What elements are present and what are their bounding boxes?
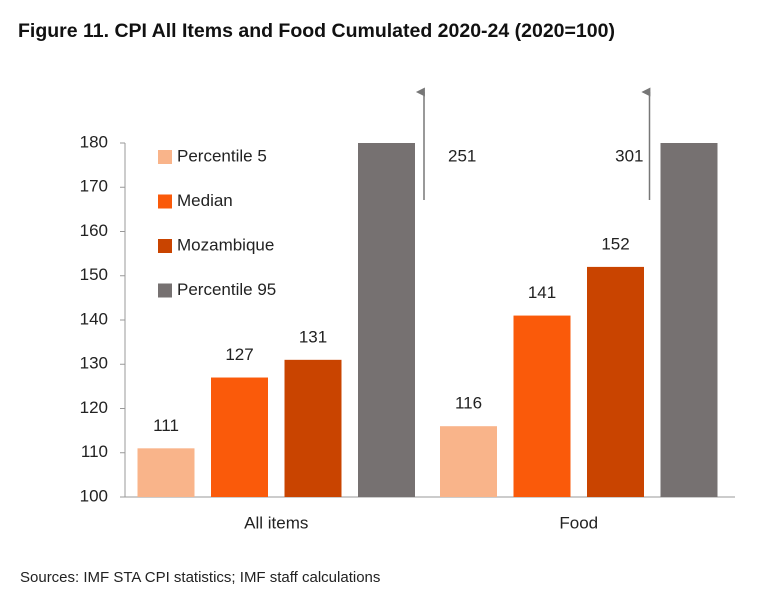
bar	[513, 315, 571, 497]
y-tick-label: 180	[80, 132, 108, 151]
y-tick-label: 120	[80, 398, 108, 417]
y-tick-label: 140	[80, 309, 108, 328]
chart-title: Figure 11. CPI All Items and Food Cumula…	[18, 20, 615, 42]
y-tick-label: 170	[80, 177, 108, 196]
x-tick-label: All items	[244, 513, 308, 532]
legend-label: Mozambique	[177, 235, 274, 254]
legend-swatch	[158, 194, 172, 209]
data-label: 116	[455, 394, 482, 413]
bar	[358, 143, 415, 497]
y-tick-label: 100	[80, 486, 108, 505]
bar	[660, 143, 718, 497]
bar	[587, 266, 644, 497]
data-label: 127	[225, 345, 253, 364]
bar	[211, 377, 268, 497]
data-label: 141	[528, 283, 556, 302]
legend-swatch	[158, 150, 172, 164]
y-tick-label: 110	[81, 442, 108, 461]
legend-label: Percentile 95	[177, 280, 276, 299]
y-tick-label: 130	[80, 354, 108, 373]
source-note: Sources: IMF STA CPI statistics; IMF sta…	[20, 569, 380, 586]
data-label: 131	[299, 327, 327, 346]
bar	[284, 359, 342, 497]
legend-label: Percentile 5	[177, 146, 267, 165]
y-tick-label: 150	[80, 265, 108, 284]
data-label: 152	[601, 234, 629, 253]
legend-label: Median	[177, 191, 233, 210]
bar	[137, 448, 195, 497]
bars	[137, 143, 718, 497]
bar	[440, 426, 497, 497]
data-label: 111	[153, 416, 179, 435]
x-tick-label: Food	[559, 513, 598, 532]
legend-swatch	[158, 283, 172, 298]
data-label: 251	[448, 146, 476, 165]
y-tick-label: 160	[80, 221, 108, 240]
legend-swatch	[158, 239, 172, 253]
data-label: 301	[615, 146, 643, 165]
